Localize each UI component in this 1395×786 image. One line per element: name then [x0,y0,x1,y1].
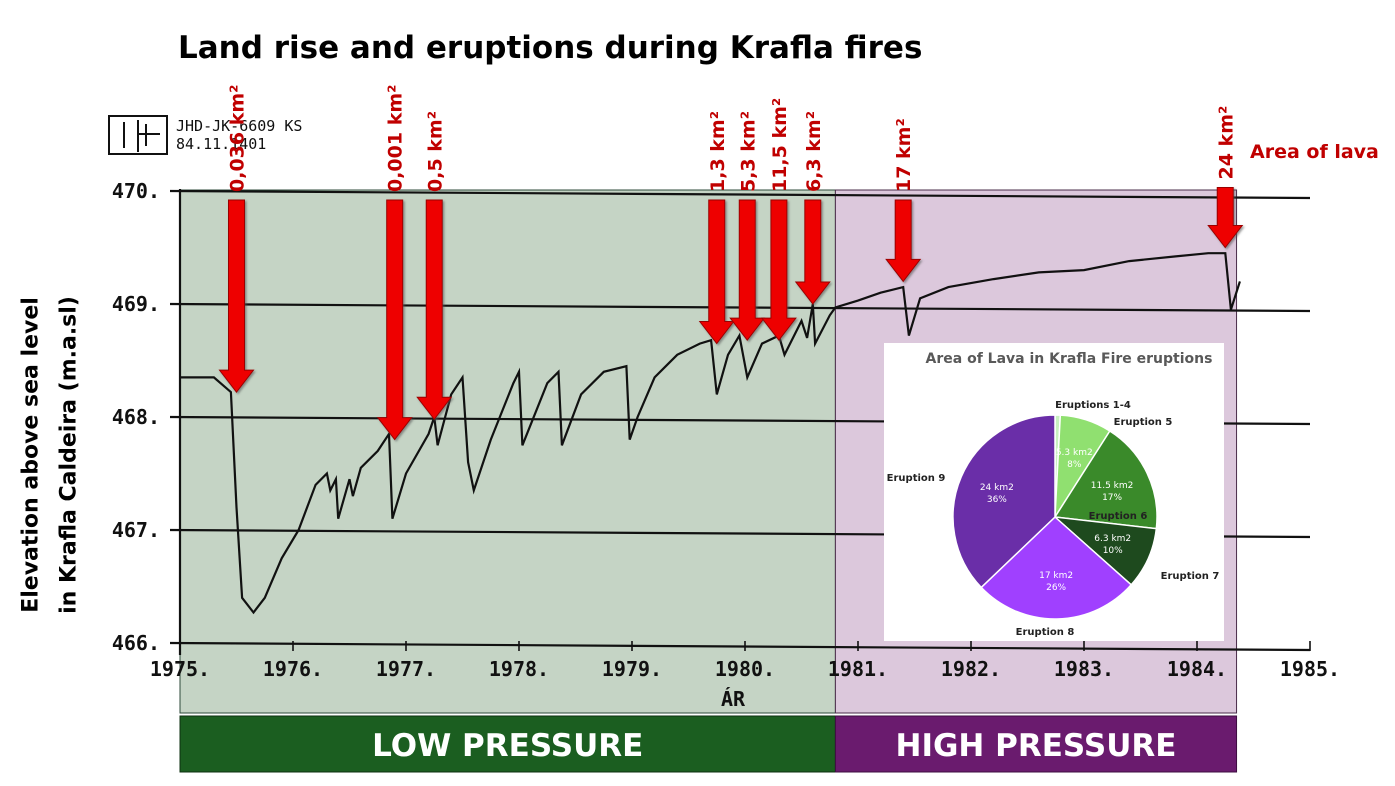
eruption-arrows: 0,036 km² 0,001 km² 0,5 km² 1,3 km² 5,3 km² 1… [218,85,1244,441]
pie-percent-label: 17% [1102,493,1122,503]
eruption-area-label: 6,3 km² [803,111,825,192]
x-tick-label: 1979. [602,657,662,681]
eruption-arrow: 11,5 km² [760,98,797,341]
eruption-arrow: 17 km² [885,118,922,283]
grid-line [169,189,1311,200]
eruption-area-label: 1,3 km² [707,111,729,192]
eruption-area-label: 17 km² [893,118,915,192]
arrow-shape [416,199,453,421]
pie-slices [952,414,1158,620]
pie-value-label: 5.3 km2 [1056,448,1093,458]
x-tick-label: 1976. [263,657,323,681]
stamp-line2: 84.11.1401 [176,135,266,153]
eruption-arrow: 0,036 km² [218,85,255,393]
x-tick-label: 1985. [1280,657,1340,681]
arrow-shape [729,199,766,341]
stamp-logo: JHD-JK-6609 KS 84.11.1401 [108,115,302,155]
pie-value-label: 24 km2 [980,483,1014,493]
x-tick-label: 1984. [1167,657,1227,681]
y-tick-label: 466. [112,631,160,655]
stamp-line1: JHD-JK-6609 KS [176,117,302,135]
low-pressure-label: LOW PRESSURE [372,728,643,764]
x-tick-label: 1981. [828,657,888,681]
y-tick-label: 467. [112,518,160,542]
eruption-arrow: 5,3 km² [729,111,766,341]
y-tick-label: 469. [112,292,160,316]
elevation-series-line [180,252,1241,615]
pie-title: Area of Lava in Krafla Fire eruptions [926,351,1213,367]
pie-percent-label: 8% [1067,460,1082,470]
high-pressure-label: HIGH PRESSURE [896,728,1177,764]
arrow-shape [376,199,413,441]
eruption-arrow: 0,5 km² [416,111,453,421]
pie-percent-label: 36% [987,495,1007,505]
pie-category-label: Eruption 7 [1161,571,1220,582]
area-of-lava-label: Area of lava [1250,141,1379,163]
arrow-shape [218,199,255,393]
arrow-shape [794,199,831,305]
pie-labels: Eruptions 1-4 5.3 km2 8% Eruption 5 11.5 km2… [887,400,1220,638]
x-tick-label: 1983. [1054,657,1114,681]
y-tick-label: 468. [112,405,160,429]
arrow-shape [1207,187,1244,249]
pie-percent-label: 10% [1103,546,1123,556]
pie-category-label: Eruption 5 [1114,417,1173,428]
pie-value-label: 6.3 km2 [1094,534,1131,544]
pie-value-label: 17 km2 [1039,571,1073,581]
pie-category-label: Eruptions 1-4 [1055,400,1131,411]
x-tick-label: 1982. [941,657,1001,681]
pie-category-label: Eruption 6 [1089,511,1148,522]
high-pressure-band [834,715,1238,773]
eruption-area-label: 0,5 km² [424,111,446,192]
eruption-arrow: 1,3 km² [698,111,735,345]
x-tick-label: 1980. [715,657,775,681]
arrow-shape [885,199,922,283]
x-tick-label: 1977. [376,657,436,681]
pie-value-label: 11.5 km2 [1091,481,1134,491]
low-pressure-region [179,189,836,714]
eruption-arrow: 0,001 km² [376,85,413,441]
y-tick-labels: 470. 469. 468. 467. 466. [112,179,160,655]
pie-slice [980,515,1133,620]
eruption-area-label: 5,3 km² [737,111,759,192]
arrow-shape [760,199,797,341]
x-tick-label: 1975. [150,657,210,681]
pie-slice [952,414,1056,589]
arrow-shape [698,199,735,345]
eruption-arrow: 24 km² [1207,106,1244,249]
eruption-area-label: 11,5 km² [769,98,791,192]
eruption-area-label: 24 km² [1215,106,1237,180]
eruption-area-label: 0,036 km² [227,85,249,192]
x-tick-labels: 1975. 1976. 1977. 1978. 1979. 1980. 1981. 1982.… [150,641,1340,681]
pie-category-label: Eruption 9 [887,473,946,484]
x-axis-title: ÁR [721,687,746,711]
y-tick-label: 470. [112,179,160,203]
page-title: Land rise and eruptions during Krafla fi… [178,30,923,66]
grid-line [169,641,1311,652]
pie-category-label: Eruption 8 [1016,627,1075,638]
pie-slice [1053,429,1158,530]
eruption-arrow: 6,3 km² [794,111,831,305]
x-tick-label: 1978. [489,657,549,681]
eruption-area-label: 0,001 km² [385,85,407,192]
pie-percent-label: 26% [1046,583,1066,593]
pie-chart-panel: Area of Lava in Krafla Fire eruptions Er… [884,343,1224,641]
